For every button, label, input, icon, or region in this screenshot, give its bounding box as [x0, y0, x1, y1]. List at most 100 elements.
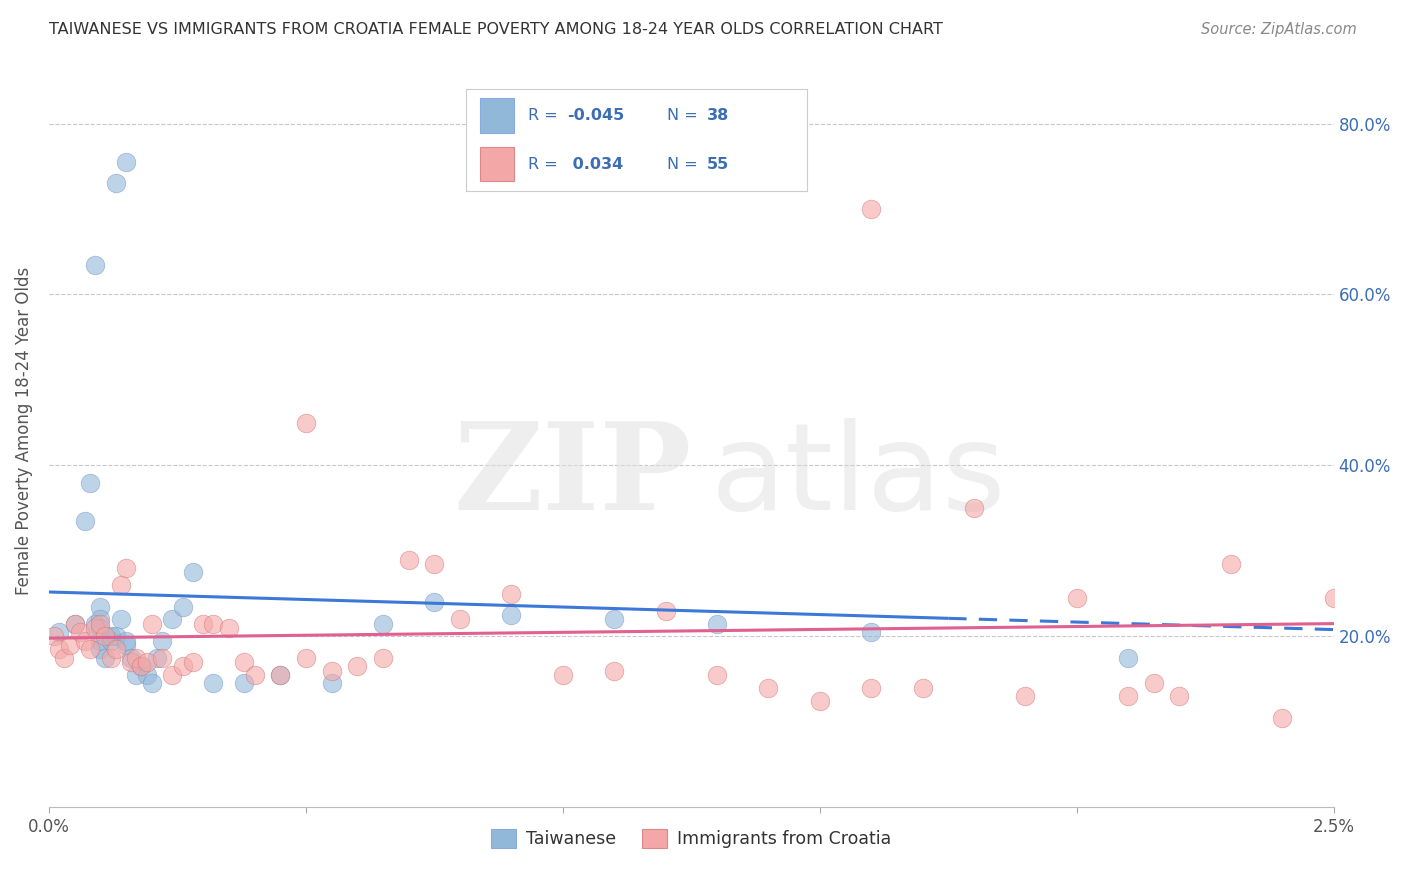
Point [42, 629, 65, 643]
Point [58, 638, 80, 652]
Text: TAIWANESE VS IMMIGRANTS FROM CROATIA FEMALE POVERTY AMONG 18-24 YEAR OLDS CORREL: TAIWANESE VS IMMIGRANTS FROM CROATIA FEM… [49, 22, 943, 37]
Point [449, 612, 471, 626]
Point [321, 676, 343, 690]
Point [321, 664, 343, 678]
Point [110, 578, 132, 592]
Point [84, 616, 107, 631]
Point [860, 681, 883, 695]
Point [191, 616, 214, 631]
Point [131, 659, 153, 673]
Point [808, 693, 831, 707]
Point [1014, 690, 1036, 704]
Point [73, 633, 96, 648]
Point [202, 676, 225, 690]
Y-axis label: Female Poverty Among 18-24 Year Olds: Female Poverty Among 18-24 Year Olds [15, 267, 32, 595]
Point [603, 612, 626, 626]
Point [1168, 690, 1191, 704]
Point [269, 668, 291, 682]
Point [1143, 676, 1166, 690]
Point [89, 599, 111, 614]
Point [1323, 591, 1346, 605]
Point [115, 561, 138, 575]
Point [146, 650, 169, 665]
Point [104, 177, 127, 191]
Point [398, 552, 420, 566]
Point [1116, 650, 1139, 665]
Point [202, 616, 225, 631]
Point [120, 650, 142, 665]
Point [73, 514, 96, 528]
Point [141, 676, 163, 690]
Point [551, 668, 574, 682]
Point [423, 557, 446, 571]
Point [295, 650, 318, 665]
Point [69, 625, 91, 640]
Text: atlas: atlas [710, 418, 1007, 535]
Point [89, 642, 111, 657]
Point [150, 650, 173, 665]
Legend: Taiwanese, Immigrants from Croatia: Taiwanese, Immigrants from Croatia [485, 822, 898, 855]
Point [860, 202, 883, 216]
Point [89, 612, 111, 626]
Text: Source: ZipAtlas.com: Source: ZipAtlas.com [1201, 22, 1357, 37]
Point [172, 599, 194, 614]
Point [172, 659, 194, 673]
Point [135, 655, 157, 669]
Point [603, 664, 626, 678]
Point [63, 616, 86, 631]
Point [162, 612, 184, 626]
Point [79, 475, 101, 490]
Point [104, 629, 127, 643]
Point [53, 650, 76, 665]
Point [371, 616, 394, 631]
Point [233, 655, 256, 669]
Point [963, 501, 986, 516]
Point [758, 681, 780, 695]
Point [115, 633, 138, 648]
Point [84, 621, 107, 635]
Point [371, 650, 394, 665]
Point [89, 621, 111, 635]
Point [501, 587, 523, 601]
Point [84, 258, 107, 272]
Point [135, 668, 157, 682]
Point [141, 616, 163, 631]
Point [1219, 557, 1241, 571]
Point [48, 625, 70, 640]
Point [162, 668, 184, 682]
Point [48, 642, 70, 657]
Point [706, 616, 728, 631]
Point [706, 668, 728, 682]
Text: ZIP: ZIP [453, 417, 692, 535]
Point [501, 608, 523, 623]
Point [131, 659, 153, 673]
Point [218, 621, 240, 635]
Point [1066, 591, 1088, 605]
Point [125, 650, 148, 665]
Point [295, 416, 318, 430]
Point [104, 642, 127, 657]
Point [94, 629, 117, 643]
Point [1271, 711, 1294, 725]
Point [150, 633, 173, 648]
Point [1116, 690, 1139, 704]
Point [94, 650, 117, 665]
Point [63, 616, 86, 631]
Point [181, 566, 204, 580]
Point [100, 633, 122, 648]
Point [654, 604, 676, 618]
Point [110, 612, 132, 626]
Point [115, 638, 138, 652]
Point [89, 633, 111, 648]
Point [89, 616, 111, 631]
Point [346, 659, 368, 673]
Point [233, 676, 256, 690]
Point [860, 625, 883, 640]
Point [79, 642, 101, 657]
Point [125, 668, 148, 682]
Point [423, 595, 446, 609]
Point [100, 650, 122, 665]
Point [269, 668, 291, 682]
Point [181, 655, 204, 669]
Point [911, 681, 934, 695]
